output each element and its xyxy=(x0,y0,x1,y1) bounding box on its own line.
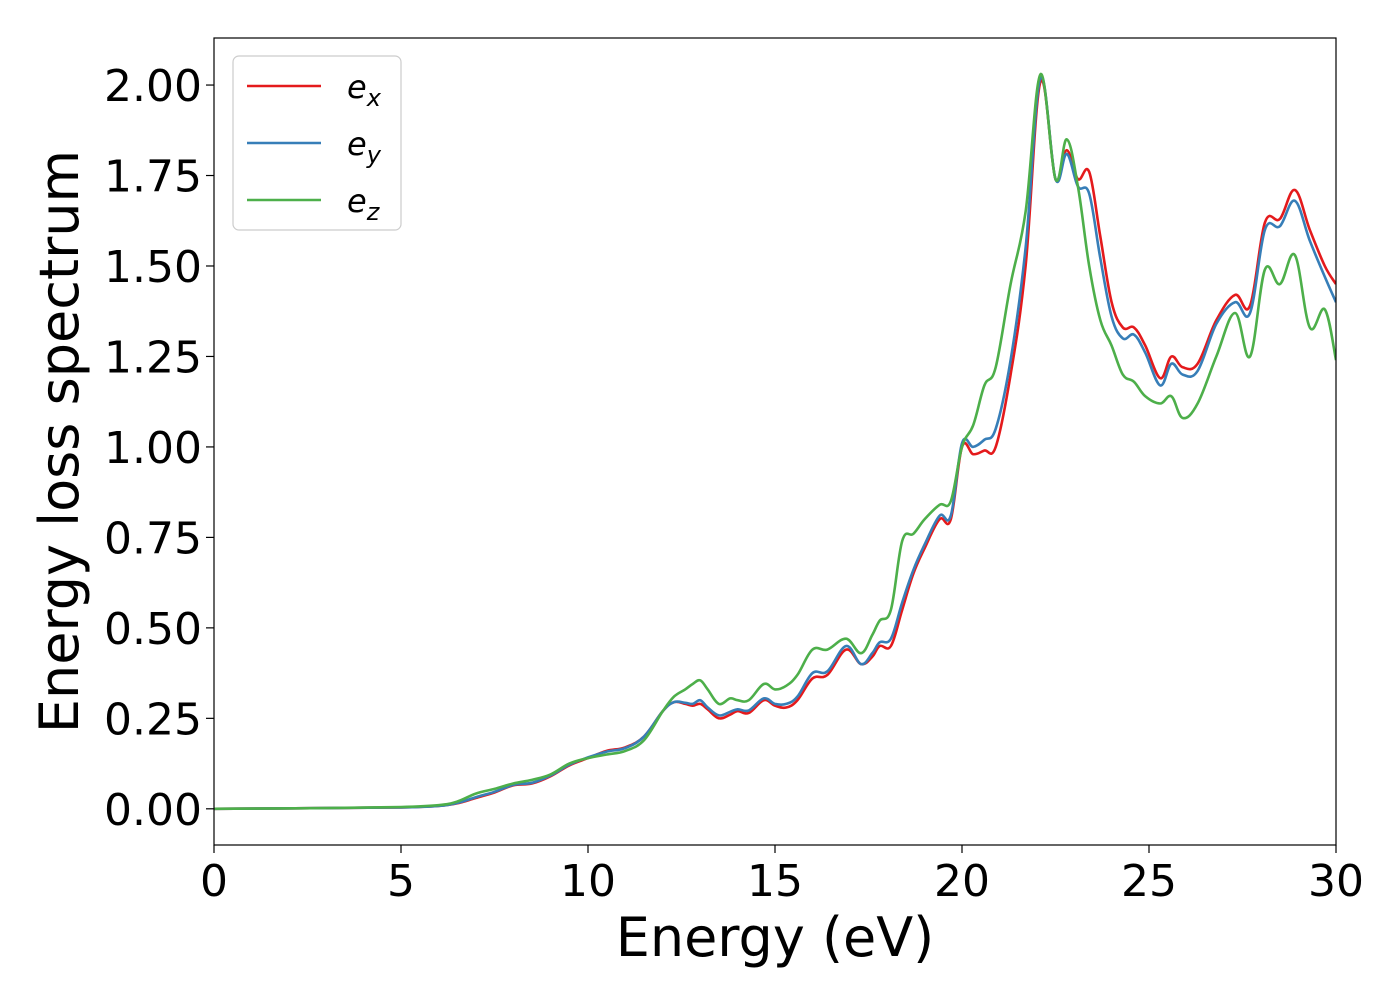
x-tick-label: 30 xyxy=(1308,856,1364,907)
y-tick-label: 0.00 xyxy=(104,785,202,836)
y-tick-label: 0.25 xyxy=(104,694,202,745)
y-tick-label: 1.25 xyxy=(104,332,202,383)
x-tick-label: 25 xyxy=(1121,856,1177,907)
y-axis: 0.00 0.25 0.50 0.75 1.00 1.25 1.50 1.75 2.00 xyxy=(104,61,214,836)
y-tick-label: 0.50 xyxy=(104,604,202,655)
x-tick-label: 20 xyxy=(934,856,990,907)
legend-label-ex: ex xyxy=(347,68,382,112)
x-axis-label: Energy (eV) xyxy=(616,906,935,969)
legend-label-ey: ey xyxy=(347,125,382,169)
y-tick-label: 1.50 xyxy=(104,242,202,293)
y-tick-label: 0.75 xyxy=(104,513,202,564)
x-tick-label: 0 xyxy=(200,856,228,907)
x-axis: 0 5 10 15 20 25 30 xyxy=(200,845,1364,907)
y-tick-label: 1.00 xyxy=(104,423,202,474)
legend-label-ez: ez xyxy=(347,182,381,226)
legend: ex ey ez xyxy=(232,55,402,231)
series-layer xyxy=(214,72,1336,811)
y-axis-label: Energy loss spectrum xyxy=(28,150,91,733)
series-line-ey xyxy=(214,75,1336,811)
y-tick-label: 1.75 xyxy=(104,152,202,203)
y-tick-label: 2.00 xyxy=(104,61,202,112)
series-line-ez xyxy=(214,72,1336,811)
x-tick-label: 10 xyxy=(560,856,616,907)
x-tick-label: 15 xyxy=(747,856,803,907)
x-tick-label: 5 xyxy=(387,856,415,907)
